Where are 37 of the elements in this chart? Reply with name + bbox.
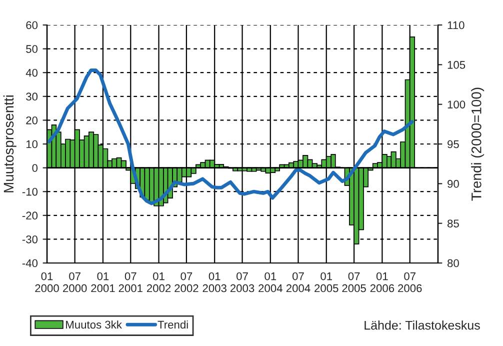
y-tick-label: 40 [26, 68, 38, 77]
y2-tick-label: 85 [448, 220, 459, 228]
x-tick-label: 07 2003 [230, 272, 254, 292]
x-tick-label: 07 2002 [174, 272, 198, 292]
x-tick-label: 01 2006 [370, 272, 394, 292]
x-tick-label: 01 2004 [258, 272, 282, 292]
y2-tick-label: 90 [448, 180, 459, 188]
legend-label: Trendi [158, 320, 188, 329]
y-tick-label: 50 [26, 45, 38, 53]
y2-tick-label: 80 [448, 259, 459, 268]
y-tick-label: -40 [22, 259, 38, 268]
x-tick-label: 01 2002 [146, 272, 171, 292]
x-tick-label: 07 2001 [118, 272, 142, 292]
y-tick-label: 0 [32, 164, 38, 172]
y2-tick-label: 110 [448, 21, 464, 30]
y2-tick-label: 105 [448, 60, 466, 69]
y-tick-label: 60 [26, 21, 38, 30]
y-tick-label: -20 [22, 212, 38, 220]
y-tick-label: 10 [26, 140, 38, 148]
y-tick-label: -30 [22, 235, 38, 244]
x-tick-label: 07 2005 [342, 272, 366, 292]
text: Lähde: Tilastokeskus [364, 320, 480, 330]
x-tick-label: 07 2004 [286, 272, 310, 292]
y2-axis-title: Trendi (2000=100) [471, 88, 484, 201]
x-tick-label: 01 2001 [91, 272, 115, 292]
x-tick-label: 01 2000 [35, 272, 59, 292]
x-tick-label: 01 2005 [314, 272, 338, 292]
x-tick-label: 07 2000 [63, 272, 87, 292]
y-tick-label: -10 [22, 188, 38, 196]
x-tick-label: 07 2006 [398, 272, 422, 292]
y-axis-title: Muutosprosentti [3, 96, 16, 192]
y2-tick-label: 100 [448, 100, 466, 108]
y-tick-label: 20 [26, 116, 38, 124]
y2-tick-label: 95 [448, 140, 459, 148]
legend-label: Muutos 3kk [66, 320, 122, 329]
x-tick-label: 01 2003 [202, 272, 226, 292]
y-tick-label: 30 [26, 92, 38, 101]
